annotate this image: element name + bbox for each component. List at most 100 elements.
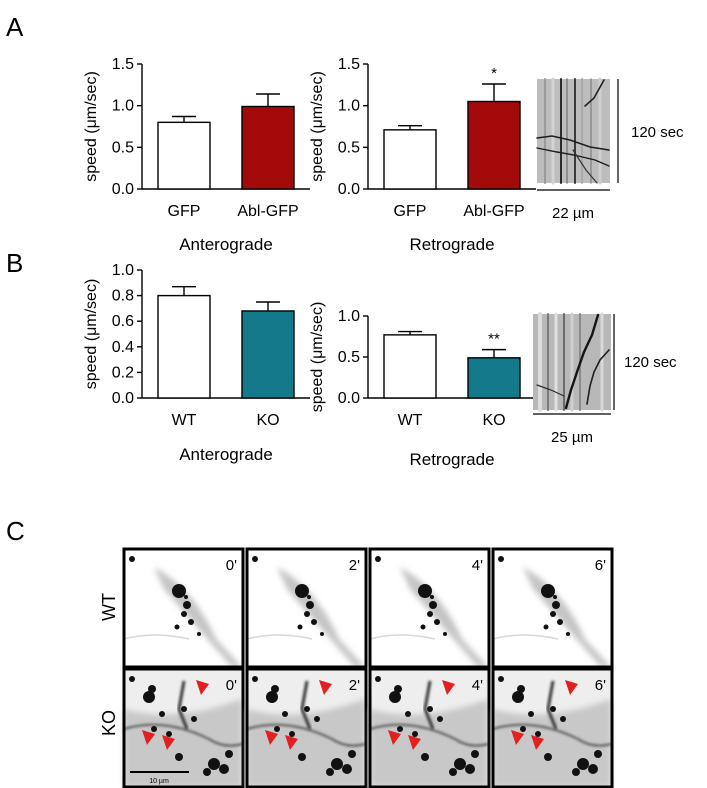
vesicle [454,758,466,770]
panel-letter-c: C [6,516,25,546]
vesicle [443,632,447,636]
time-label: 4' [472,557,483,574]
vesicle [566,632,570,636]
kymograph-b: 120 sec 25 µm [533,312,677,446]
vesicle [512,691,524,703]
category-label: WT [172,412,197,429]
y-tick-label: 0.5 [338,139,360,156]
vesicle [181,706,187,712]
vesicle [594,750,602,758]
vesicle [184,595,188,599]
timelapse-row-label-wt: WT [99,593,119,621]
vesicle [550,706,556,712]
cell-process [546,680,558,730]
kymograph-b-time-label: 120 sec [624,354,677,371]
vesicle [331,758,343,770]
category-label: WT [398,412,423,429]
cell-process [246,634,313,640]
category-label: KO [482,412,505,429]
tile-border [245,667,368,788]
vesicle [191,716,197,722]
category-label: KO [256,412,279,429]
vesicle [306,601,314,609]
vesicle [174,624,180,630]
vesicle [252,556,258,562]
cell-process [246,723,366,747]
vesicle [421,753,429,761]
timelapse-row-label-ko: KO [99,710,119,736]
tile-border [368,547,491,669]
vesicle [498,676,504,682]
red-arrowhead [408,735,421,750]
vesicle [307,595,311,599]
vesicle [282,711,288,717]
panel-letter-b: B [6,248,23,278]
y-tick-label: 0.2 [112,364,134,381]
vesicle [550,611,556,617]
timelapse-tile: 2' [245,667,368,788]
kymograph-a-scale-label: 22 µm [552,205,594,222]
y-tick-label: 0.0 [338,181,360,198]
time-label: 6' [595,677,606,694]
vesicle [314,716,320,722]
bar-abl-gfp [467,100,521,190]
vesicle [271,685,279,693]
vesicle [172,584,186,598]
red-arrowhead [319,680,332,695]
vesicle [418,584,432,598]
timelapse-tile: 2' [245,547,368,669]
red-arrowhead [442,680,455,695]
y-tick-label: 0.0 [338,390,360,407]
vesicle [552,601,560,609]
red-arrowhead [511,730,524,745]
red-arrowhead [285,735,298,750]
category-label: Abl-GFP [463,203,524,220]
y-axis-title: speed (μm/sec) [83,279,100,390]
vesicle [437,716,443,722]
significance-mark: * [491,65,497,82]
red-arrowhead [142,730,155,745]
tile-border [245,547,368,669]
vesicle [304,611,310,617]
vesicle [225,750,233,758]
vesicle [498,556,504,562]
vesicle [465,764,475,774]
tile-border [122,547,245,669]
y-tick-label: 1.0 [338,98,360,115]
red-arrowhead [565,680,578,695]
vesicle [129,556,135,562]
y-tick-label: 1.5 [112,56,134,73]
vesicle [219,764,229,774]
timelapse-tile: 0' [122,547,245,669]
vesicle [449,768,457,776]
y-tick-label: 0.4 [112,339,134,356]
vesicle [143,691,155,703]
vesicle [326,768,334,776]
vesicle [389,691,401,703]
vesicle [148,685,156,693]
vesicle [577,758,589,770]
vesicle [266,691,278,703]
vesicle [471,750,479,758]
vesicle [342,764,352,774]
timelapse-tile: 6' [491,667,614,788]
red-arrowhead [196,680,209,695]
vesicle [151,726,157,732]
timelapse-tile: 6' [491,547,614,669]
vesicle [557,619,563,625]
category-label: GFP [168,203,201,220]
vesicle [394,685,402,693]
chart-title: Anterograde [179,235,273,254]
vesicle [320,632,324,636]
vesicle [528,711,534,717]
y-tick-label: 0.0 [112,181,134,198]
vesicle [430,595,434,599]
vesicle [203,768,211,776]
cell-process [123,634,190,640]
vesicle [188,619,194,625]
vesicle [129,676,135,682]
y-tick-label: 0.6 [112,313,134,330]
timelapse-scale-label: 10 µm [149,778,169,785]
tile-border [368,667,491,788]
